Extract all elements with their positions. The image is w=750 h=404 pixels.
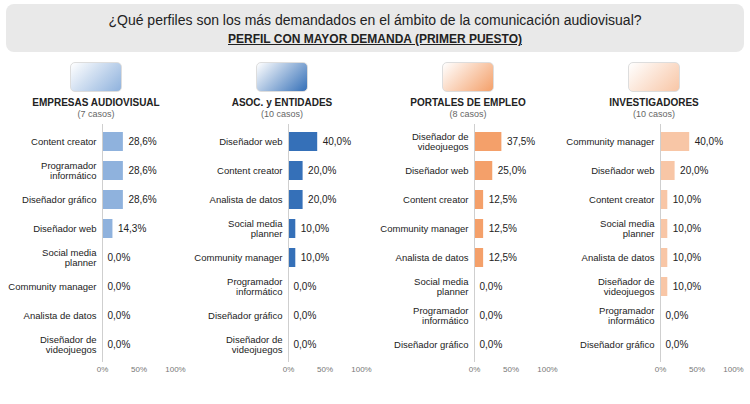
svg-text:Programadorinformático: Programadorinformático xyxy=(413,305,468,326)
svg-text:0%: 0% xyxy=(97,365,109,374)
svg-text:Analista de datos: Analista de datos xyxy=(24,310,97,321)
svg-text:10,0%: 10,0% xyxy=(673,252,701,263)
svg-text:0,0%: 0,0% xyxy=(480,281,503,292)
svg-text:28,6%: 28,6% xyxy=(128,136,156,147)
svg-text:Diseñador gráfico: Diseñador gráfico xyxy=(580,339,654,350)
svg-text:Diseñador devideojuegos: Diseñador devideojuegos xyxy=(598,276,655,297)
svg-text:10,0%: 10,0% xyxy=(301,252,329,263)
svg-text:20,0%: 20,0% xyxy=(308,194,336,205)
svg-text:Analista de datos: Analista de datos xyxy=(210,194,283,205)
svg-text:0,0%: 0,0% xyxy=(480,339,503,350)
svg-text:Community manager: Community manager xyxy=(380,223,468,234)
svg-text:20,0%: 20,0% xyxy=(308,165,336,176)
html-text:PORTALES DE EMPLEO: PORTALES DE EMPLEO xyxy=(410,97,526,108)
svg-text:10,0%: 10,0% xyxy=(301,223,329,234)
svg-text:Social mediaplanner: Social mediaplanner xyxy=(228,218,283,239)
html-text:PERFIL CON MAYOR DEMANDA (PRIM: PERFIL CON MAYOR DEMANDA (PRIMER PUESTO) xyxy=(228,32,522,46)
svg-text:50%: 50% xyxy=(689,365,705,374)
svg-text:0%: 0% xyxy=(283,365,295,374)
svg-text:Community manager: Community manager xyxy=(8,281,96,292)
svg-text:Content creator: Content creator xyxy=(589,194,654,205)
html-text:EMPRESAS AUDIOVISUAL: EMPRESAS AUDIOVISUAL xyxy=(32,97,160,108)
svg-text:50%: 50% xyxy=(317,365,333,374)
svg-text:Analista de datos: Analista de datos xyxy=(582,252,655,263)
svg-text:Content creator: Content creator xyxy=(403,194,468,205)
svg-text:0,0%: 0,0% xyxy=(480,310,503,321)
svg-text:Diseñador web: Diseñador web xyxy=(33,223,96,234)
svg-text:10,0%: 10,0% xyxy=(673,194,701,205)
svg-text:Social mediaplanner: Social mediaplanner xyxy=(42,247,97,268)
svg-text:Diseñador web: Diseñador web xyxy=(219,136,282,147)
html-text:(7 casos): (7 casos) xyxy=(77,109,115,119)
svg-text:Social mediaplanner: Social mediaplanner xyxy=(414,276,469,297)
svg-text:0,0%: 0,0% xyxy=(666,310,689,321)
svg-text:14,3%: 14,3% xyxy=(118,223,146,234)
svg-text:0,0%: 0,0% xyxy=(666,339,689,350)
svg-text:12,5%: 12,5% xyxy=(489,252,517,263)
html-text:¿Qué perfiles son los más dema: ¿Qué perfiles son los más demandados en … xyxy=(108,12,642,28)
svg-text:Diseñador gráfico: Diseñador gráfico xyxy=(208,310,282,321)
svg-text:20,0%: 20,0% xyxy=(680,165,708,176)
svg-text:0,0%: 0,0% xyxy=(294,281,317,292)
svg-text:10,0%: 10,0% xyxy=(673,281,701,292)
svg-text:Diseñador gráfico: Diseñador gráfico xyxy=(394,339,468,350)
svg-text:0%: 0% xyxy=(655,365,667,374)
svg-text:0,0%: 0,0% xyxy=(294,310,317,321)
svg-text:100%: 100% xyxy=(351,365,371,374)
svg-text:Programadorinformático: Programadorinformático xyxy=(41,160,96,181)
svg-text:0,0%: 0,0% xyxy=(108,281,131,292)
svg-text:40,0%: 40,0% xyxy=(323,136,351,147)
svg-text:Diseñador gráfico: Diseñador gráfico xyxy=(22,194,96,205)
svg-text:100%: 100% xyxy=(165,365,185,374)
svg-text:50%: 50% xyxy=(131,365,147,374)
svg-text:0,0%: 0,0% xyxy=(108,310,131,321)
html-text:ASOC. y ENTIDADES: ASOC. y ENTIDADES xyxy=(231,97,333,108)
svg-text:50%: 50% xyxy=(503,365,519,374)
svg-text:28,6%: 28,6% xyxy=(128,165,156,176)
svg-text:0,0%: 0,0% xyxy=(108,252,131,263)
svg-text:Diseñador web: Diseñador web xyxy=(591,165,654,176)
svg-text:Diseñador devideojuegos: Diseñador devideojuegos xyxy=(226,334,283,355)
svg-text:Diseñador devideojuegos: Diseñador devideojuegos xyxy=(412,131,469,152)
svg-text:Programadorinformático: Programadorinformático xyxy=(599,305,654,326)
svg-text:0,0%: 0,0% xyxy=(294,339,317,350)
svg-text:0%: 0% xyxy=(469,365,481,374)
svg-text:Programadorinformático: Programadorinformático xyxy=(227,276,282,297)
svg-text:25,0%: 25,0% xyxy=(498,165,526,176)
svg-text:0,0%: 0,0% xyxy=(108,339,131,350)
svg-text:Diseñador devideojuegos: Diseñador devideojuegos xyxy=(40,334,97,355)
html-text:(10 casos): (10 casos) xyxy=(261,109,303,119)
svg-text:28,6%: 28,6% xyxy=(128,194,156,205)
svg-text:Analista de datos: Analista de datos xyxy=(396,252,469,263)
html-text:(8 casos): (8 casos) xyxy=(449,109,487,119)
svg-text:Content creator: Content creator xyxy=(31,136,96,147)
html-text:(10 casos): (10 casos) xyxy=(633,109,675,119)
svg-text:100%: 100% xyxy=(537,365,557,374)
svg-text:Diseñador web: Diseñador web xyxy=(405,165,468,176)
svg-text:100%: 100% xyxy=(723,365,743,374)
svg-text:10,0%: 10,0% xyxy=(673,223,701,234)
svg-text:Community manager: Community manager xyxy=(566,136,654,147)
svg-text:12,5%: 12,5% xyxy=(489,223,517,234)
html-text:INVESTIGADORES: INVESTIGADORES xyxy=(609,97,699,108)
svg-text:Content creator: Content creator xyxy=(217,165,282,176)
svg-text:37,5%: 37,5% xyxy=(507,136,535,147)
svg-text:12,5%: 12,5% xyxy=(489,194,517,205)
svg-text:40,0%: 40,0% xyxy=(695,136,723,147)
svg-text:Social mediaplanner: Social mediaplanner xyxy=(600,218,655,239)
svg-text:Community manager: Community manager xyxy=(194,252,282,263)
